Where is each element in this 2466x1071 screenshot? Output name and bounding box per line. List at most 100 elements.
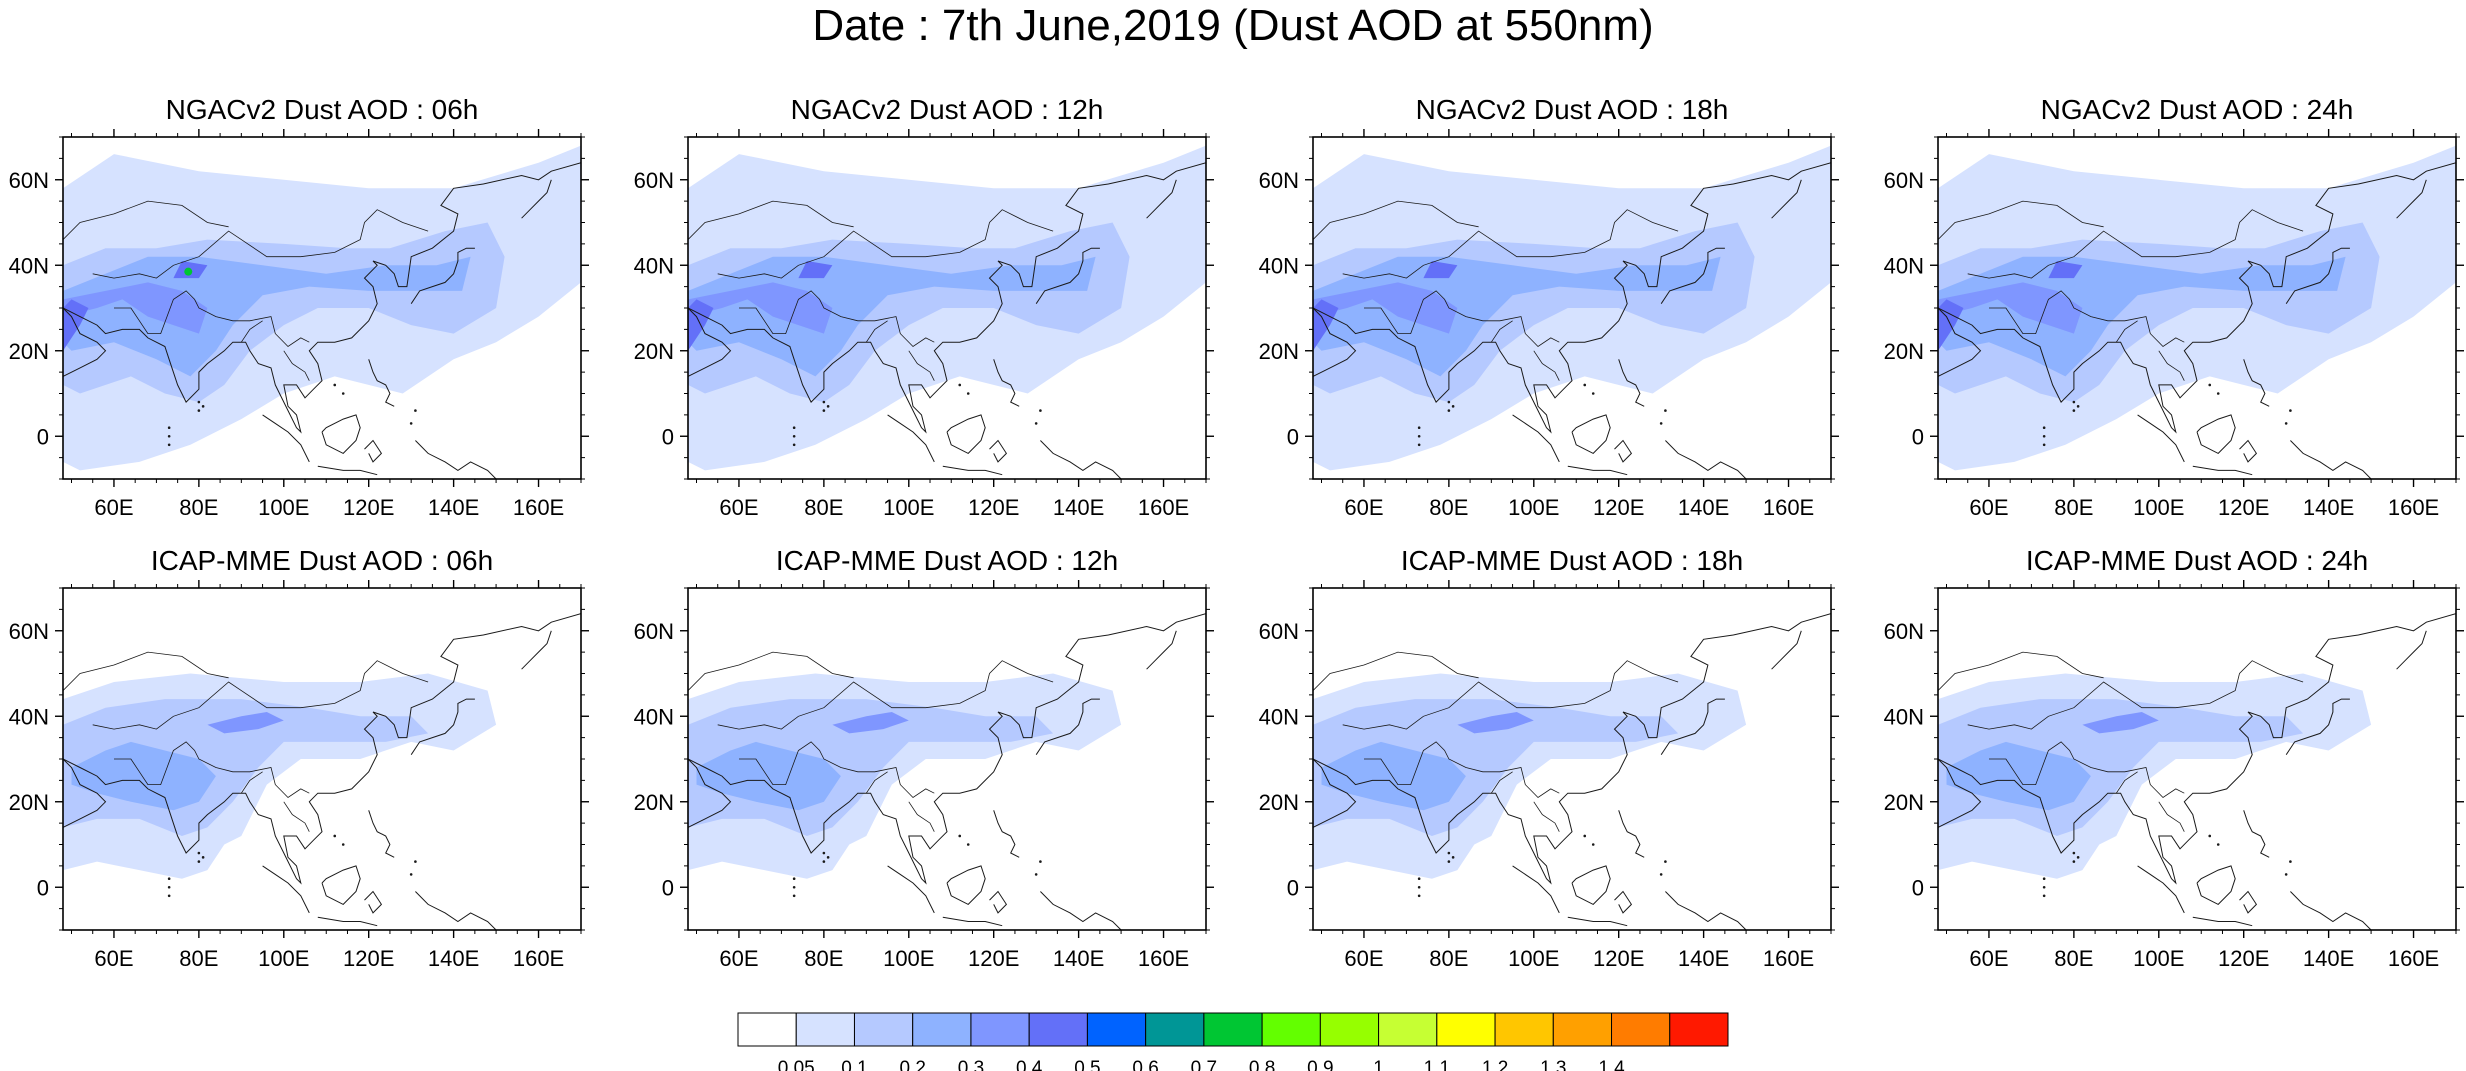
colorbar-swatch-15 (1611, 1012, 1671, 1047)
coastline-3 (1771, 630, 1802, 670)
aod-contour-fill-3 (1457, 712, 1534, 734)
dust-field (688, 673, 1122, 879)
coastline-7 (2243, 359, 2270, 407)
island-9 (409, 873, 413, 876)
x-tick-label: 140E (1678, 495, 1729, 520)
border-4 (908, 801, 935, 832)
colorbar-label: 1.1 (1424, 1058, 1450, 1071)
island-2 (2076, 405, 2080, 408)
y-tick-label: 0 (662, 424, 674, 449)
coastline-8 (2239, 890, 2258, 914)
y-tick-label: 60N (9, 168, 49, 193)
island-8 (1664, 409, 1667, 412)
island-3 (167, 426, 171, 430)
coastline-9 (2290, 891, 2372, 930)
border-4 (283, 801, 310, 832)
coastline-0 (688, 162, 1206, 434)
x-tick-label: 160E (2388, 495, 2439, 520)
border-3 (1490, 320, 1513, 343)
coastline-2 (1035, 247, 1100, 304)
coastline-1 (1938, 758, 1982, 828)
island-3 (167, 877, 171, 880)
island-0 (822, 400, 826, 404)
island-5 (1417, 443, 1421, 447)
island-5 (167, 894, 171, 898)
colorbar-swatch-16 (1669, 1012, 1729, 1047)
y-tick-label: 60N (1259, 168, 1299, 193)
x-tick-label: 60E (1344, 946, 1383, 971)
coastline-4 (1512, 414, 1560, 463)
y-tick-label: 0 (1912, 875, 1924, 900)
colorbar-label: 0.9 (1307, 1058, 1333, 1071)
panel-title: ICAP-MME Dust AOD : 06h (151, 545, 493, 576)
island-9 (1034, 873, 1038, 876)
island-1 (2072, 409, 2076, 412)
aod-contour-fill-2 (1321, 741, 1466, 811)
island-7 (341, 392, 345, 395)
colorbar-swatch-0 (737, 1012, 797, 1047)
coastline-4 (1512, 865, 1560, 914)
coastline-8 (1614, 439, 1633, 463)
panel-title: ICAP-MME Dust AOD : 18h (1401, 545, 1743, 576)
x-tick-label: 140E (2303, 946, 2354, 971)
island-5 (167, 443, 171, 447)
coastline-6 (321, 865, 361, 906)
coastline-9 (1665, 891, 1747, 930)
colorbar-swatch-14 (1552, 1012, 1613, 1047)
island-2 (1451, 856, 1455, 859)
island-2 (2076, 856, 2080, 859)
border-3 (2115, 771, 2138, 794)
colorbar-swatch-3 (912, 1012, 972, 1047)
panel-title: NGACv2 Dust AOD : 24h (2041, 94, 2354, 125)
island-6 (958, 834, 962, 838)
island-0 (822, 851, 826, 855)
aod-contour-fill-3 (207, 712, 284, 734)
island-7 (966, 392, 970, 395)
panel-title: ICAP-MME Dust AOD : 12h (776, 545, 1118, 576)
border-0 (92, 209, 429, 279)
colorbar-swatch-1 (795, 1012, 855, 1047)
border-4 (283, 350, 310, 381)
island-6 (958, 383, 962, 387)
coastline-0 (1313, 162, 1831, 434)
island-0 (197, 851, 201, 855)
y-tick-label: 60N (634, 168, 674, 193)
coastline-9 (415, 891, 497, 930)
coastline-2 (1660, 698, 1725, 755)
colorbar-label: 1.4 (1598, 1058, 1625, 1071)
border-3 (865, 320, 888, 343)
coastlines (1938, 613, 2456, 930)
island-1 (197, 409, 201, 412)
colorbar-label: 0.5 (1074, 1058, 1100, 1071)
x-tick-label: 100E (1508, 495, 1559, 520)
x-tick-label: 140E (1053, 495, 1104, 520)
panel-title: NGACv2 Dust AOD : 18h (1416, 94, 1729, 125)
x-tick-label: 120E (343, 946, 394, 971)
x-tick-label: 140E (428, 495, 479, 520)
coastline-7 (368, 810, 395, 858)
coastline-5 (1567, 916, 1628, 927)
border-2 (1364, 741, 1560, 799)
border-1 (688, 651, 854, 691)
border-1 (688, 200, 854, 240)
island-7 (1591, 843, 1595, 846)
border-0 (1967, 660, 2304, 730)
border-0 (92, 660, 429, 730)
coastline-3 (521, 630, 552, 670)
coastline-0 (63, 613, 581, 885)
x-tick-label: 100E (2133, 495, 2184, 520)
coastline-6 (2196, 865, 2236, 906)
island-9 (1659, 873, 1663, 876)
island-6 (333, 834, 337, 838)
aod-contour-fill-3 (688, 282, 833, 334)
coastline-8 (989, 890, 1008, 914)
border-4 (2158, 350, 2185, 381)
coastline-7 (2243, 810, 2270, 858)
island-1 (822, 409, 826, 412)
y-tick-label: 40N (1259, 704, 1299, 729)
coastline-9 (1040, 891, 1122, 930)
border-3 (240, 771, 263, 794)
x-tick-label: 140E (2303, 495, 2354, 520)
colorbar-label: 1.2 (1482, 1058, 1508, 1071)
x-tick-label: 120E (2218, 495, 2269, 520)
